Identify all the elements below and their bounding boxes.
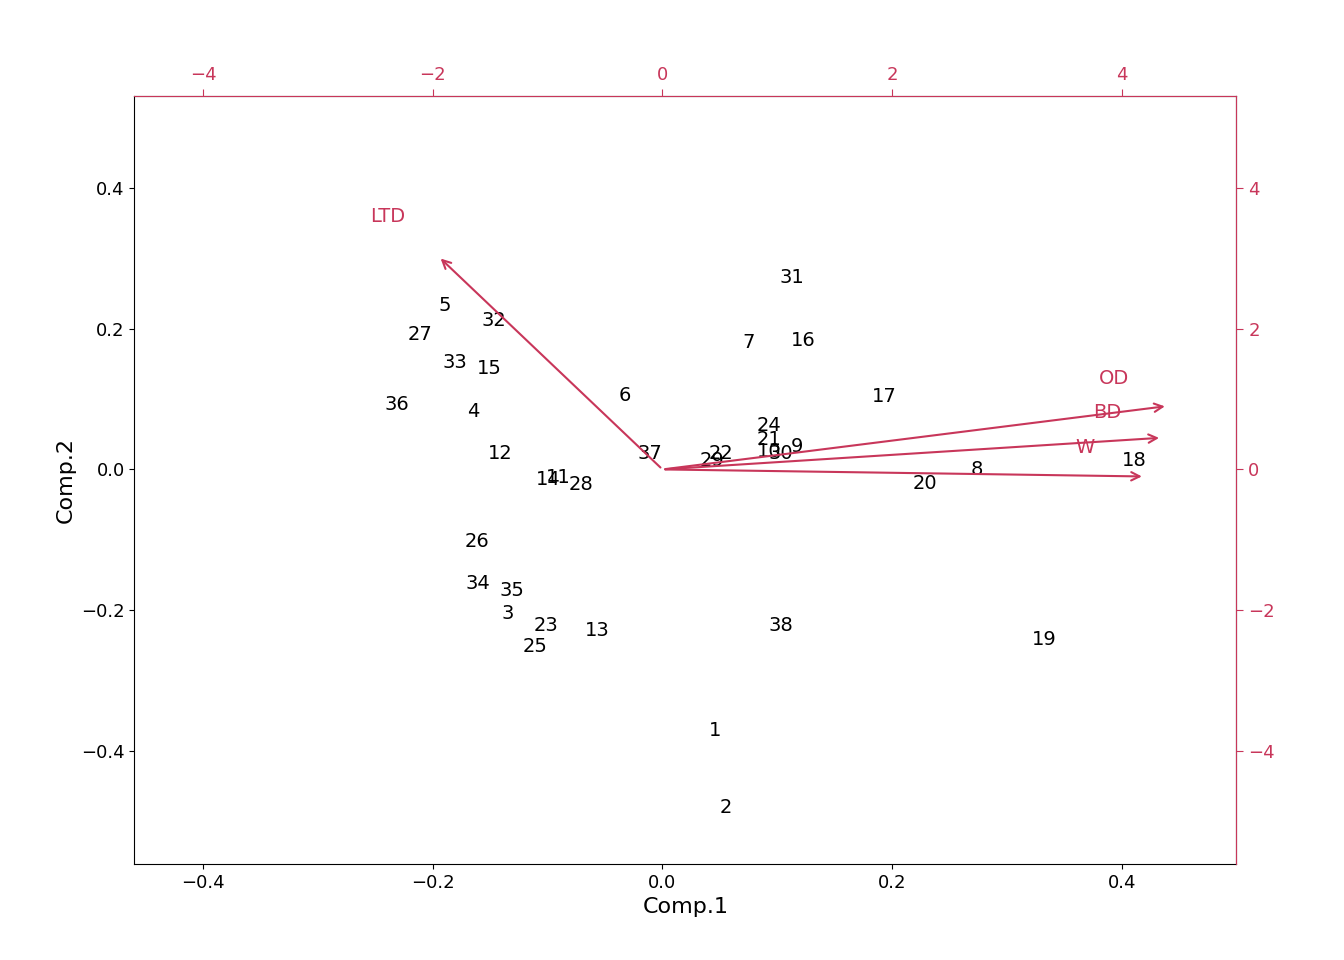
Text: W: W bbox=[1075, 438, 1095, 457]
Text: 4: 4 bbox=[468, 402, 480, 421]
Text: 13: 13 bbox=[585, 620, 609, 639]
Text: 8: 8 bbox=[970, 460, 982, 479]
Text: 26: 26 bbox=[465, 532, 489, 551]
Text: 29: 29 bbox=[699, 451, 724, 470]
Text: LTD: LTD bbox=[370, 207, 405, 227]
Text: 6: 6 bbox=[618, 386, 632, 405]
Text: 3: 3 bbox=[501, 605, 515, 623]
Text: 23: 23 bbox=[534, 616, 559, 636]
Text: 16: 16 bbox=[792, 331, 816, 350]
Text: 35: 35 bbox=[500, 581, 524, 600]
Y-axis label: Comp.2: Comp.2 bbox=[55, 437, 75, 523]
Text: 30: 30 bbox=[769, 444, 793, 464]
Text: 28: 28 bbox=[569, 475, 593, 494]
Text: 7: 7 bbox=[743, 333, 755, 352]
X-axis label: Comp.1: Comp.1 bbox=[642, 898, 728, 917]
Text: 10: 10 bbox=[757, 443, 781, 462]
Text: 17: 17 bbox=[871, 387, 896, 406]
Text: 12: 12 bbox=[488, 444, 512, 464]
Text: 24: 24 bbox=[757, 417, 781, 435]
Text: 21: 21 bbox=[757, 430, 781, 449]
Text: 1: 1 bbox=[708, 721, 720, 739]
Text: 18: 18 bbox=[1122, 451, 1146, 470]
Text: 31: 31 bbox=[780, 268, 804, 287]
Text: 15: 15 bbox=[477, 359, 501, 378]
Text: 32: 32 bbox=[481, 310, 505, 329]
Text: 25: 25 bbox=[523, 637, 547, 657]
Text: 14: 14 bbox=[536, 469, 560, 489]
Text: 33: 33 bbox=[442, 353, 466, 372]
Text: 20: 20 bbox=[913, 474, 937, 493]
Text: 2: 2 bbox=[720, 798, 732, 817]
Text: 11: 11 bbox=[546, 468, 570, 488]
Text: OD: OD bbox=[1099, 370, 1129, 389]
Text: BD: BD bbox=[1093, 402, 1121, 421]
Text: 27: 27 bbox=[407, 324, 433, 344]
Text: 37: 37 bbox=[637, 444, 663, 464]
Text: 36: 36 bbox=[384, 396, 410, 414]
Text: 38: 38 bbox=[769, 616, 793, 636]
Text: 19: 19 bbox=[1032, 631, 1056, 650]
Text: 9: 9 bbox=[792, 437, 804, 456]
Text: 5: 5 bbox=[438, 297, 452, 316]
Text: 22: 22 bbox=[708, 444, 732, 464]
Text: 34: 34 bbox=[465, 574, 489, 593]
